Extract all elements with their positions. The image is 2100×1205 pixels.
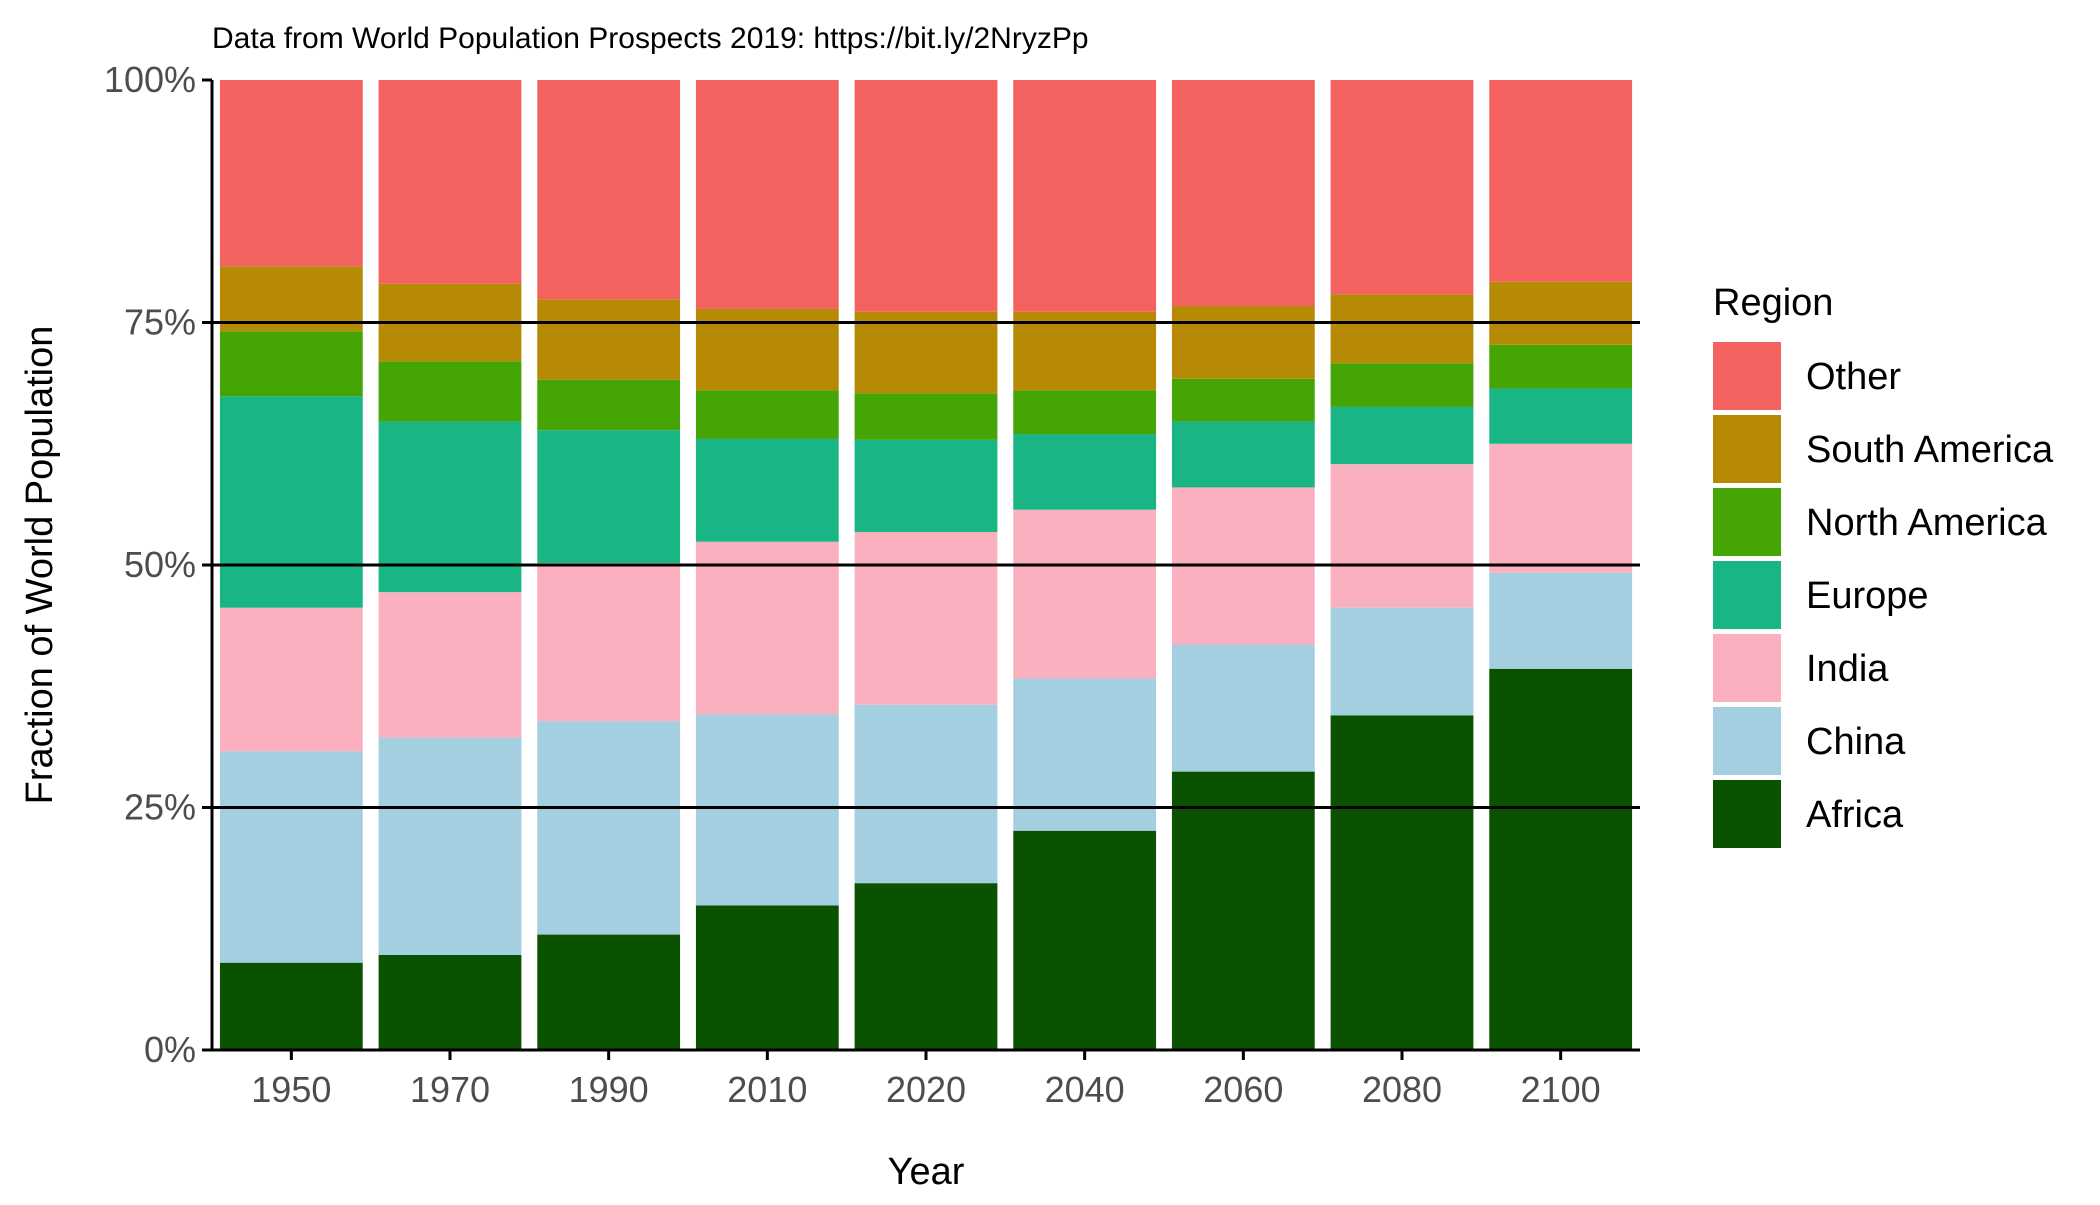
y-tick-label: 75% xyxy=(124,302,196,343)
bar-segment-africa-2060 xyxy=(1171,771,1315,1050)
legend-key-europe xyxy=(1713,561,1781,629)
x-tick-label: 2020 xyxy=(886,1069,966,1110)
legend-key-china xyxy=(1713,707,1781,775)
bar-segment-africa-2100 xyxy=(1489,668,1633,1050)
x-axis-title: Year xyxy=(888,1151,965,1193)
x-tick-label: 2040 xyxy=(1045,1069,1125,1110)
bar-segment-north-america-2020 xyxy=(854,393,998,440)
bar-segment-china-2060 xyxy=(1171,644,1315,772)
bar-segment-india-2040 xyxy=(1013,509,1157,679)
bar-segment-india-2080 xyxy=(1330,464,1474,608)
bar-segment-europe-1990 xyxy=(537,430,681,564)
bar-segment-china-2080 xyxy=(1330,607,1474,716)
x-tick-label: 1950 xyxy=(251,1069,331,1110)
legend-title: Region xyxy=(1713,282,1833,324)
bar-segment-south-america-2080 xyxy=(1330,294,1474,364)
bar-segment-south-america-1990 xyxy=(537,299,681,380)
legend-label-north-america: North America xyxy=(1806,502,2048,544)
bar-segment-europe-2010 xyxy=(695,438,839,542)
bar-segment-south-america-1950 xyxy=(219,266,363,332)
bar-segment-china-1950 xyxy=(219,751,363,963)
bar-segment-africa-2010 xyxy=(695,905,839,1050)
bar-segment-china-2040 xyxy=(1013,678,1157,831)
legend-label-europe: Europe xyxy=(1806,575,1929,617)
reference-lines-layer xyxy=(212,321,1640,809)
y-tick-label: 50% xyxy=(124,544,196,585)
bar-segment-india-2010 xyxy=(695,541,839,715)
legend-key-south-america xyxy=(1713,415,1781,483)
bar-segment-africa-2040 xyxy=(1013,830,1157,1050)
bar-segment-india-1970 xyxy=(378,592,522,738)
bar-segment-north-america-1990 xyxy=(537,379,681,431)
bar-segment-india-2100 xyxy=(1489,443,1633,573)
bar-segment-africa-2080 xyxy=(1330,715,1474,1050)
bar-segment-other-2020 xyxy=(854,80,998,312)
legend-label-china: China xyxy=(1806,721,1906,763)
bar-segment-europe-2020 xyxy=(854,439,998,533)
legend-label-south-america: South America xyxy=(1806,429,2054,471)
bar-segment-south-america-2040 xyxy=(1013,311,1157,391)
bar-segment-india-2020 xyxy=(854,532,998,705)
chart-subtitle: Data from World Population Prospects 201… xyxy=(212,22,1089,55)
x-tick-label: 2080 xyxy=(1362,1069,1442,1110)
bar-segment-africa-1970 xyxy=(378,954,522,1050)
legend-label-india: India xyxy=(1806,648,1889,690)
bar-segment-europe-2060 xyxy=(1171,421,1315,488)
bar-segment-china-2010 xyxy=(695,714,839,906)
axes-layer: 0% 25% 50% 75% 100% 1950 1970 1990 2010 2020 2040 2… xyxy=(104,59,1640,1110)
bar-segment-north-america-2080 xyxy=(1330,363,1474,407)
bar-segment-europe-2100 xyxy=(1489,388,1633,444)
bar-segment-europe-1950 xyxy=(219,396,363,608)
y-tick-label: 25% xyxy=(124,787,196,828)
legend-key-north-america xyxy=(1713,488,1781,556)
bar-segment-south-america-2100 xyxy=(1489,281,1633,345)
bar-segment-europe-2040 xyxy=(1013,434,1157,510)
y-tick-label: 0% xyxy=(144,1029,196,1070)
bar-segment-other-2100 xyxy=(1489,80,1633,282)
legend-key-india xyxy=(1713,634,1781,702)
bar-segment-africa-1950 xyxy=(219,962,363,1050)
bar-segment-africa-2020 xyxy=(854,883,998,1050)
bar-segment-other-2010 xyxy=(695,80,839,309)
bar-segment-china-1990 xyxy=(537,721,681,935)
bar-segment-other-1990 xyxy=(537,80,681,300)
bar-segment-other-1950 xyxy=(219,80,363,267)
x-tick-label: 1970 xyxy=(410,1069,490,1110)
legend-key-africa xyxy=(1713,780,1781,848)
y-tick-label: 100% xyxy=(104,59,196,100)
bar-segment-other-2080 xyxy=(1330,80,1474,295)
bar-segment-africa-1990 xyxy=(537,934,681,1050)
bar-segment-china-1970 xyxy=(378,737,522,955)
y-axis-title: Fraction of World Population xyxy=(19,326,61,805)
bar-segment-europe-1970 xyxy=(378,421,522,593)
bar-segment-north-america-2060 xyxy=(1171,378,1315,422)
bar-segment-north-america-2010 xyxy=(695,390,839,439)
bar-segment-india-1990 xyxy=(537,563,681,722)
legend-label-other: Other xyxy=(1806,356,1901,398)
x-tick-label: 1990 xyxy=(569,1069,649,1110)
bar-segment-north-america-1950 xyxy=(219,331,363,397)
x-tick-label: 2100 xyxy=(1521,1069,1601,1110)
bars-layer xyxy=(219,80,1633,1050)
bar-segment-north-america-1970 xyxy=(378,361,522,422)
bar-segment-south-america-2020 xyxy=(854,311,998,394)
bar-segment-other-1970 xyxy=(378,80,522,284)
x-tick-label: 2060 xyxy=(1203,1069,1283,1110)
bar-segment-north-america-2040 xyxy=(1013,390,1157,435)
legend-key-other xyxy=(1713,342,1781,410)
legend-label-africa: Africa xyxy=(1806,794,1904,836)
legend: Region Other South America North America Eu… xyxy=(1713,282,2054,848)
x-tick-label: 2010 xyxy=(727,1069,807,1110)
bar-segment-china-2020 xyxy=(854,704,998,884)
bar-segment-other-2040 xyxy=(1013,80,1157,312)
bar-segment-india-1950 xyxy=(219,607,363,752)
bar-segment-europe-2080 xyxy=(1330,406,1474,465)
bar-segment-other-2060 xyxy=(1171,80,1315,307)
bar-segment-north-america-2100 xyxy=(1489,344,1633,389)
bar-segment-china-2100 xyxy=(1489,572,1633,669)
bar-segment-south-america-2060 xyxy=(1171,306,1315,379)
